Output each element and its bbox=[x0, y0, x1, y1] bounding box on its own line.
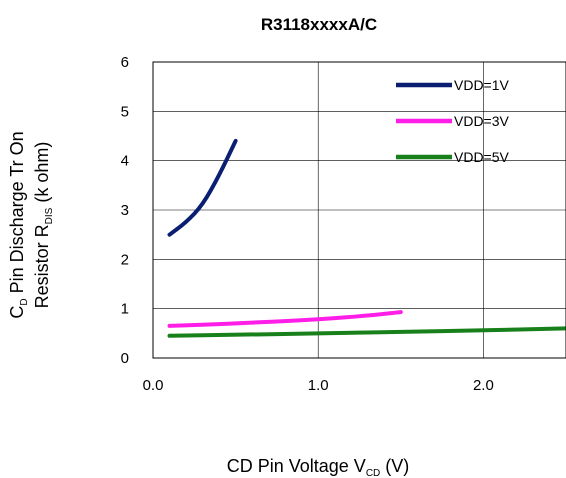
y-axis-label-line1: CD Pin Discharge Tr On bbox=[7, 131, 30, 318]
x-tick-label: 0.0 bbox=[143, 377, 164, 394]
y-tick-label: 0 bbox=[121, 350, 129, 367]
legend-label-3: VDD=5V bbox=[454, 149, 510, 165]
legend-label-1: VDD=1V bbox=[454, 77, 510, 93]
series-line-2 bbox=[167, 310, 403, 328]
y-axis-label-line2: Resistor RDIS (k ohm) bbox=[32, 142, 55, 309]
y-tick-label: 2 bbox=[121, 251, 129, 268]
grid bbox=[152, 61, 566, 359]
y-tick-label: 4 bbox=[121, 153, 129, 170]
x-tick-label: 1.0 bbox=[308, 377, 329, 394]
series-lines bbox=[167, 138, 566, 338]
x-tick-label: 2.0 bbox=[473, 377, 494, 394]
y-tick-label: 1 bbox=[121, 301, 129, 318]
legend-label-2: VDD=3V bbox=[454, 113, 510, 129]
y-tick-label: 3 bbox=[121, 202, 129, 219]
series-line-3 bbox=[167, 326, 566, 338]
series-line-1 bbox=[167, 138, 238, 237]
tick-labels: 0 1 2 3 4 5 6 0.0 1.0 2.0 bbox=[121, 54, 494, 394]
chart-title: R3118xxxxA/C bbox=[261, 15, 377, 34]
y-tick-label: 6 bbox=[121, 54, 129, 71]
plot-frame bbox=[152, 61, 566, 359]
y-tick-label: 5 bbox=[121, 103, 129, 120]
x-axis-label: CD Pin Voltage VCD (V) bbox=[227, 456, 410, 478]
legend: VDD=1V VDD=3V VDD=5V bbox=[396, 77, 510, 165]
